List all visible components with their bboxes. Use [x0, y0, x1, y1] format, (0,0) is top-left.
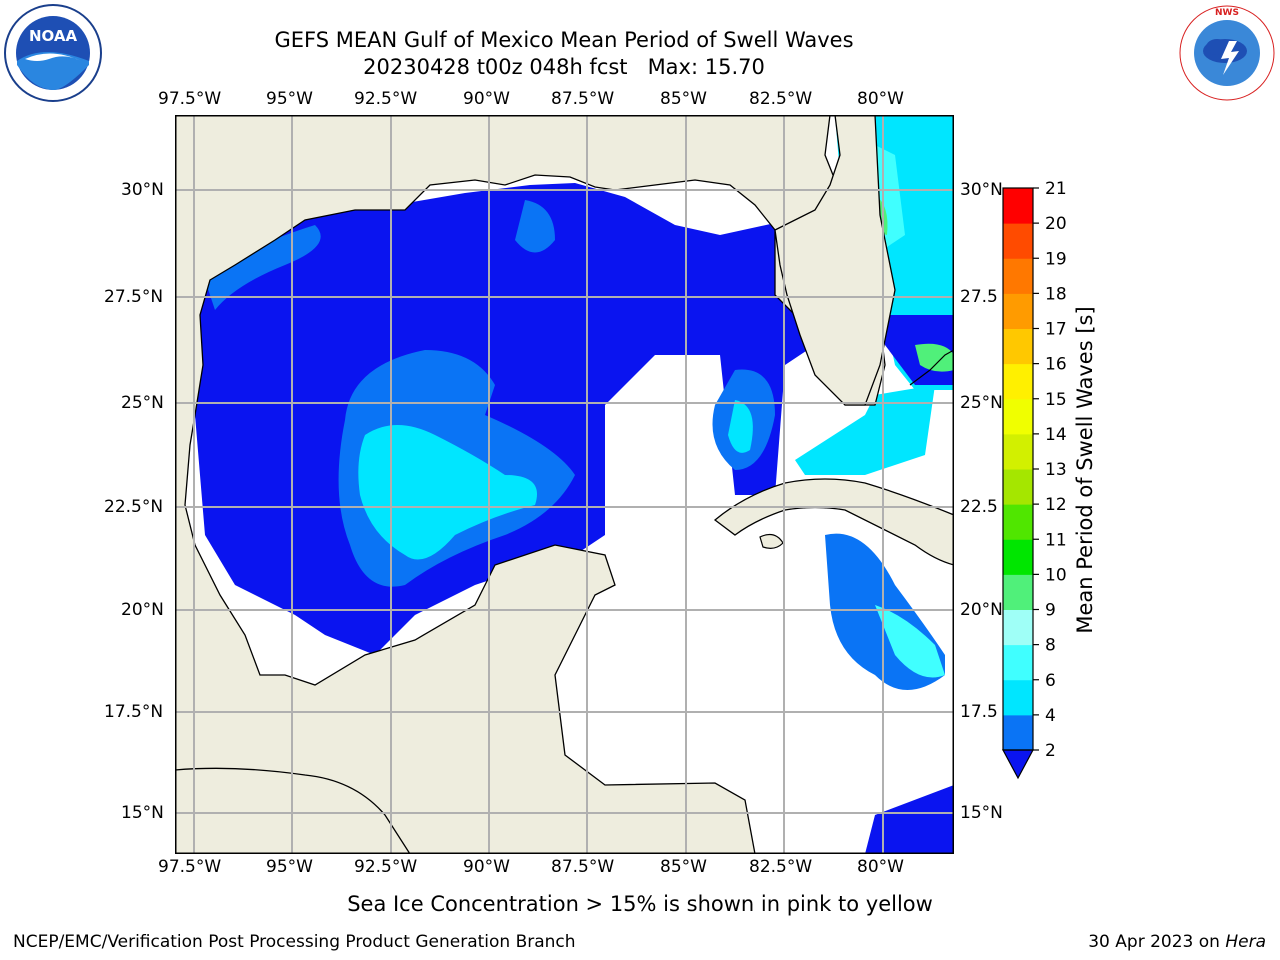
lon-label: 82.5°W [749, 89, 813, 109]
land-isla-juventud [759, 533, 784, 549]
colorbar-tick-label: 17 [1045, 320, 1067, 340]
colorbar-tick-label: 10 [1045, 565, 1067, 585]
colorbar-tick-label: 2 [1045, 741, 1056, 761]
lon-label: 80°W [857, 857, 904, 877]
map-panel [175, 115, 954, 854]
lon-label: 95°W [266, 89, 313, 109]
lat-label: 27.5 [960, 287, 998, 307]
lat-label: 20°N [121, 600, 164, 620]
colorbar-tick-label: 6 [1045, 671, 1056, 691]
colorbar-segment [1003, 679, 1033, 716]
noaa-logo: NOAA [3, 3, 103, 103]
svg-text:NOAA: NOAA [29, 27, 78, 45]
colorbar-segment [1003, 258, 1033, 294]
map-frame [175, 115, 954, 854]
lon-label: 97.5°W [158, 857, 222, 877]
colorbar-tick-label: 4 [1045, 706, 1056, 726]
colorbar-tick-label: 21 [1045, 180, 1067, 199]
colorbar-segment [1003, 188, 1033, 224]
svg-text:NWS: NWS [1215, 8, 1239, 18]
footer-date: 30 Apr 2023 on [1088, 932, 1226, 952]
lat-label: 15°N [121, 803, 164, 823]
lat-label: 15°N [960, 803, 1003, 823]
map-svg [175, 115, 954, 854]
colorbar-tick-label: 19 [1045, 249, 1067, 269]
lat-label: 22.5 [960, 497, 998, 517]
colorbar-tick-label: 13 [1045, 460, 1067, 480]
colorbar-tick-label: 20 [1045, 214, 1067, 234]
lon-label: 90°W [463, 857, 510, 877]
colorbar-segment [1003, 469, 1033, 505]
lat-label: 25°N [121, 393, 164, 413]
chart-title: GEFS MEAN Gulf of Mexico Mean Period of … [274, 28, 854, 52]
colorbar-under-triangle [1001, 749, 1035, 780]
colorbar-tick-label: 16 [1045, 355, 1067, 375]
colorbar-tick-label: 18 [1045, 284, 1067, 304]
footer-right: 30 Apr 2023 on Hera [1088, 932, 1266, 952]
colorbar-tick-label: 12 [1045, 495, 1067, 515]
lon-label: 92.5°W [354, 89, 418, 109]
lat-label: 27.5°N [104, 287, 164, 307]
land-cuba [713, 478, 954, 566]
lat-label: 17.5°N [104, 702, 164, 722]
colorbar-segment [1003, 609, 1033, 646]
footer-host: Hera [1225, 932, 1266, 952]
lon-label: 90°W [463, 89, 510, 109]
lat-label: 22.5°N [104, 497, 164, 517]
lon-label: 85°W [660, 89, 707, 109]
colorbar-segment [1003, 223, 1033, 259]
colorbar-tick-label: 8 [1045, 636, 1056, 656]
colorbar-tick-label: 9 [1045, 601, 1056, 621]
lon-label: 80°W [857, 89, 904, 109]
sea-ice-note: Sea Ice Concentration > 15% is shown in … [347, 892, 933, 916]
nws-logo: NWS [1177, 3, 1277, 103]
colorbar-segment [1003, 328, 1033, 365]
colorbar-segment [1003, 398, 1033, 435]
lon-label: 97.5°W [158, 89, 222, 109]
lat-label: 25°N [960, 393, 1003, 413]
lat-label: 20°N [960, 600, 1003, 620]
land-florida [774, 115, 896, 406]
lon-label: 87.5°W [551, 857, 615, 877]
colorbar-tick-label: 11 [1045, 530, 1067, 550]
colorbar-svg: 2 4 6 8 9 10 11 12 13 14 15 16 17 18 19 20 21 [1001, 179, 1067, 780]
pacific-ocean [175, 767, 411, 854]
chart-subtitle: 20230428 t00z 048h fcst Max: 15.70 [363, 55, 765, 79]
bahamas-coast [909, 349, 954, 386]
colorbar-segment [1003, 293, 1033, 329]
footer-left: NCEP/EMC/Verification Post Processing Pr… [13, 932, 576, 952]
colorbar-segment [1003, 433, 1033, 470]
colorbar-segment [1003, 363, 1033, 400]
lat-label: 30°N [121, 180, 164, 200]
colorbar-segment [1003, 714, 1033, 751]
lat-label: 17.5 [960, 702, 998, 722]
swell-field [175, 183, 945, 854]
lat-label: 30°N [960, 180, 1003, 200]
lon-label: 95°W [266, 857, 313, 877]
graticule [175, 115, 954, 854]
colorbar-segment [1003, 539, 1033, 575]
lon-label: 92.5°W [354, 857, 418, 877]
colorbar-tick-label: 15 [1045, 390, 1067, 410]
colorbar: 2 4 6 8 9 10 11 12 13 14 15 16 17 18 19 20 21 [995, 179, 1085, 790]
colorbar-tick-label: 14 [1045, 425, 1067, 445]
colorbar-segment [1003, 504, 1033, 540]
lon-label: 82.5°W [749, 857, 813, 877]
colorbar-segment [1003, 644, 1033, 681]
lon-label: 85°W [660, 857, 707, 877]
colorbar-label: Mean Period of Swell Waves [s] [1073, 306, 1097, 634]
lon-label: 87.5°W [551, 89, 615, 109]
colorbar-segment [1003, 574, 1033, 610]
